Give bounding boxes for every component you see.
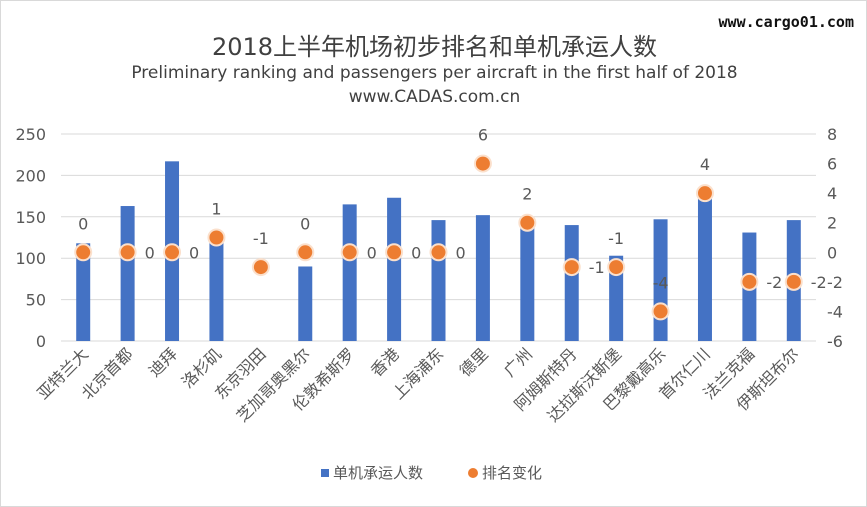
rank-change-point	[740, 272, 759, 291]
y-right-tick-label: 0	[827, 243, 837, 262]
data-label: -1	[589, 258, 605, 277]
y-left-tick-label: 0	[36, 332, 46, 351]
data-label: 1	[211, 200, 221, 219]
chart-subtitle: Preliminary ranking and passengers per a…	[131, 63, 738, 83]
bar	[120, 206, 135, 341]
bar	[431, 220, 446, 341]
data-label: -1	[253, 229, 269, 248]
rank-change-point	[695, 184, 714, 203]
data-label: 0	[411, 243, 421, 262]
y-right-tick-label: -6	[827, 332, 843, 351]
y-left-tick-label: 250	[15, 125, 46, 144]
y-right-tick-label: -2	[827, 273, 843, 292]
chart-title: 2018上半年机场初步排名和单机承运人数	[211, 33, 658, 61]
data-label: 2	[522, 185, 532, 204]
data-label: 0	[189, 243, 199, 262]
data-label: 0	[145, 243, 155, 262]
watermark: www.cargo01.com	[718, 13, 854, 31]
rank-change-point	[163, 243, 182, 262]
bar	[298, 266, 313, 341]
data-label: -1	[608, 229, 624, 248]
y-right-tick-label: 6	[827, 155, 837, 174]
bar	[697, 198, 712, 341]
rank-change-point	[207, 228, 226, 247]
bar	[475, 215, 490, 341]
rank-change-point	[473, 154, 492, 173]
data-label: 0	[367, 243, 377, 262]
y-right-tick-label: -4	[827, 302, 843, 321]
bar	[387, 197, 402, 341]
bar	[209, 241, 224, 341]
bar	[76, 243, 91, 341]
y-left-tick-label: 50	[26, 291, 46, 310]
chart-source: www.CADAS.com.cn	[348, 87, 521, 107]
data-label: 0	[78, 214, 88, 233]
bar	[520, 226, 535, 341]
data-label: 4	[700, 155, 710, 174]
rank-change-point	[296, 243, 315, 262]
data-label: -4	[653, 273, 669, 292]
rank-change-point	[651, 302, 670, 321]
rank-change-point	[562, 258, 581, 277]
data-label: -2	[766, 273, 782, 292]
legend-point-swatch	[468, 468, 478, 478]
y-right-tick-label: 2	[827, 214, 837, 233]
rank-change-point	[429, 243, 448, 262]
legend-bar-label: 单机承运人数	[333, 464, 423, 482]
rank-change-point	[340, 243, 359, 262]
x-tick-label: 广州	[500, 344, 536, 380]
data-label: 0	[456, 243, 466, 262]
x-tick-label: 德里	[456, 344, 492, 380]
data-label: -2	[811, 273, 827, 292]
rank-change-point	[118, 243, 137, 262]
y-left-tick-label: 150	[15, 208, 46, 227]
y-left-tick-label: 100	[15, 249, 46, 268]
rank-change-point	[518, 213, 537, 232]
x-tick-label: 香港	[367, 344, 403, 380]
bar	[342, 204, 357, 341]
bar	[564, 225, 579, 341]
data-label: 6	[478, 126, 488, 145]
legend-point-label: 排名变化	[482, 464, 542, 482]
y-left-tick-label: 200	[15, 166, 46, 185]
x-tick-label: 迪拜	[145, 344, 181, 380]
rank-change-point	[251, 258, 270, 277]
rank-change-point	[385, 243, 404, 262]
bar	[609, 255, 624, 341]
y-right-tick-label: 4	[827, 184, 837, 203]
rank-change-point	[607, 258, 626, 277]
rank-change-point	[784, 272, 803, 291]
data-label: 0	[300, 214, 310, 233]
y-right-tick-label: 8	[827, 125, 837, 144]
legend-bar-swatch	[321, 469, 329, 477]
rank-change-point	[74, 243, 93, 262]
